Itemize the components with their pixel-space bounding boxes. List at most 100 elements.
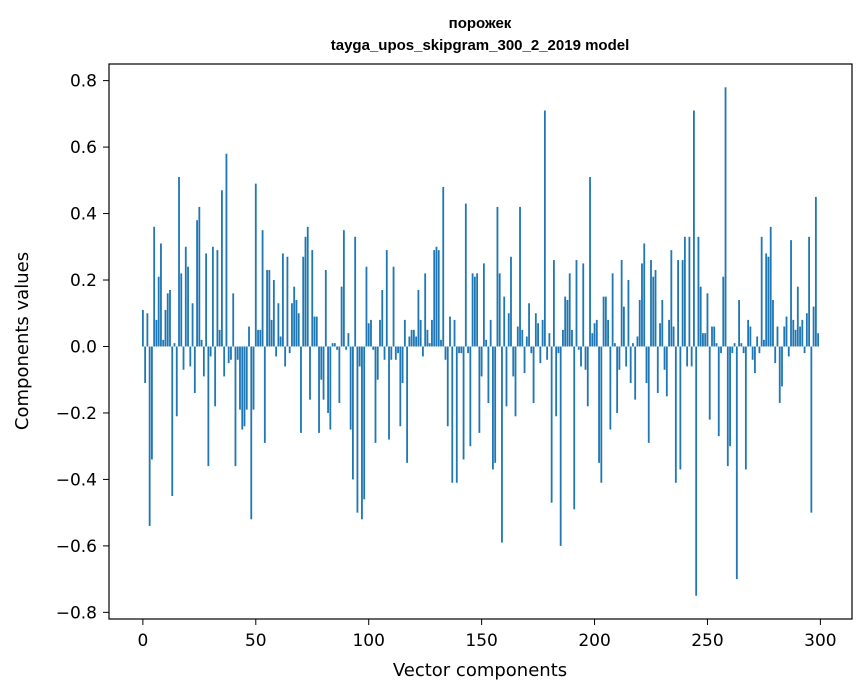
- bar-190: [571, 329, 573, 347]
- bar-285: [785, 316, 788, 347]
- bar-225: [650, 260, 652, 347]
- bar-218: [634, 346, 637, 400]
- bar-81: [324, 270, 327, 347]
- bar-181: [550, 346, 553, 503]
- bar-116: [403, 319, 406, 347]
- bar-208: [611, 273, 614, 347]
- bar-103: [374, 346, 377, 443]
- bar-22: [191, 303, 194, 347]
- bar-132: [440, 339, 442, 347]
- bar-278: [769, 226, 772, 347]
- bar-224: [647, 346, 650, 443]
- bar-118: [408, 336, 411, 347]
- bar-73: [306, 226, 309, 347]
- bar-50: [254, 183, 257, 347]
- bar-48: [250, 346, 253, 520]
- bar-211: [618, 346, 621, 370]
- bar-243: [690, 346, 693, 367]
- bar-178: [543, 110, 546, 347]
- bar-217: [632, 343, 634, 347]
- bar-174: [534, 313, 537, 347]
- bar-31: [211, 246, 214, 347]
- bar-68: [295, 299, 298, 347]
- bar-72: [304, 236, 307, 347]
- bar-255: [717, 346, 720, 437]
- bar-186: [562, 329, 564, 347]
- bar-299: [817, 333, 820, 347]
- bar-235: [672, 326, 675, 347]
- bar-295: [808, 236, 810, 347]
- bar-177: [541, 319, 544, 347]
- bar-7: [157, 276, 160, 347]
- bar-59: [275, 346, 278, 357]
- bar-33: [216, 250, 219, 347]
- bar-113: [397, 346, 399, 354]
- bar-84: [331, 343, 334, 347]
- bar-67: [293, 286, 296, 347]
- bar-15: [175, 346, 178, 417]
- bar-159: [501, 346, 503, 543]
- bar-283: [781, 346, 783, 387]
- bar-257: [722, 276, 725, 347]
- bar-100: [367, 323, 370, 347]
- bar-119: [410, 329, 413, 347]
- bar-273: [758, 346, 761, 354]
- bar-279: [772, 299, 774, 347]
- bar-3: [148, 346, 151, 526]
- bar-194: [580, 346, 582, 367]
- bar-252: [711, 326, 713, 347]
- bar-196: [584, 346, 587, 370]
- bar-28: [205, 253, 208, 347]
- bar-242: [688, 236, 691, 347]
- bar-192: [575, 260, 578, 347]
- bar-156: [494, 346, 497, 463]
- bar-253: [713, 326, 716, 347]
- bar-239: [681, 260, 684, 347]
- bar-173: [532, 346, 535, 403]
- bar-63: [284, 346, 287, 367]
- bar-110: [390, 346, 393, 360]
- bar-198: [589, 176, 591, 347]
- bar-139: [455, 346, 458, 483]
- bar-70: [300, 346, 302, 433]
- bar-166: [516, 326, 519, 347]
- bar-293: [803, 346, 806, 354]
- y-tick-label: 0.8: [70, 72, 97, 92]
- bar-244: [693, 110, 695, 347]
- bar-60: [277, 303, 280, 347]
- bar-284: [783, 326, 786, 347]
- bar-144: [467, 346, 469, 354]
- bar-134: [444, 346, 447, 360]
- bar-272: [756, 336, 759, 347]
- bar-91: [347, 333, 350, 347]
- bars-group: [141, 87, 820, 596]
- bar-53: [261, 230, 264, 347]
- bar-88: [340, 286, 343, 347]
- y-tick-label: 0.6: [70, 138, 97, 158]
- bar-161: [505, 346, 508, 407]
- bar-30: [209, 346, 212, 357]
- bar-32: [214, 346, 217, 407]
- bar-56: [268, 270, 271, 347]
- bar-36: [223, 346, 226, 377]
- bar-282: [778, 346, 781, 403]
- bar-169: [523, 346, 526, 374]
- bar-39: [230, 346, 232, 360]
- bar-117: [406, 346, 409, 463]
- bar-131: [437, 250, 440, 347]
- bar-46: [245, 346, 248, 410]
- bar-157: [496, 206, 499, 347]
- bar-35: [221, 190, 223, 347]
- bar-98: [363, 346, 366, 500]
- x-axis-label: Vector components: [393, 660, 567, 681]
- bar-143: [464, 203, 467, 347]
- bar-209: [613, 343, 616, 347]
- bar-230: [661, 299, 664, 347]
- bar-64: [286, 256, 289, 347]
- bar-44: [241, 346, 244, 430]
- y-tick-label: 0.4: [70, 205, 97, 225]
- bar-160: [503, 296, 506, 347]
- bar-109: [388, 346, 390, 440]
- bar-266: [742, 346, 745, 354]
- bar-71: [302, 256, 305, 347]
